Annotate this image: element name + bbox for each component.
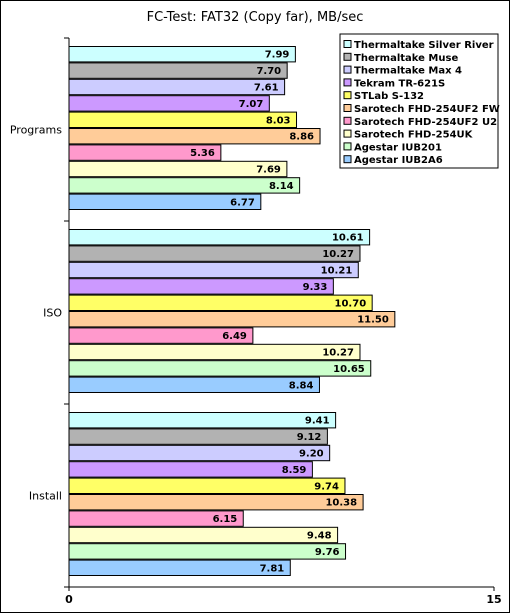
bar [68, 311, 396, 328]
bar [68, 343, 361, 361]
bar-value-label: 8.86 [289, 132, 314, 143]
bar [68, 526, 339, 544]
bar-value-label: 10.27 [322, 249, 354, 260]
bar-value-label: 9.20 [299, 449, 324, 460]
legend-label: STLab S-132 [354, 91, 424, 102]
bars: 7.99 7.70 7.61 7.078.03 8.86 5.36 7.69 8.14 6.77… [68, 46, 396, 576]
bar [68, 245, 361, 262]
bar-value-label: 6.49 [222, 331, 247, 342]
bar [68, 412, 337, 429]
bar-value-label: 9.41 [305, 416, 330, 427]
legend: Thermaltake Silver River Thermaltake Muse… [339, 33, 500, 169]
bar-value-label: 6.15 [213, 514, 238, 525]
legend-swatch [343, 52, 352, 61]
legend-box [339, 33, 499, 169]
legend-label: Thermaltake Muse [354, 53, 458, 64]
bar-value-label: 5.36 [190, 148, 215, 159]
bar-value-label: 9.33 [303, 282, 328, 293]
legend-swatch [343, 40, 352, 48]
legend-swatch [343, 129, 352, 138]
bar [68, 278, 334, 295]
bar [68, 360, 372, 377]
bar [68, 461, 313, 478]
bar-value-label: 10.61 [332, 233, 364, 244]
legend-swatch [343, 116, 352, 125]
bar [68, 559, 291, 576]
x-tick-label: 15 [486, 593, 501, 606]
bar-value-label: 10.70 [335, 298, 367, 309]
legend-label: Thermaltake Silver River [354, 40, 494, 51]
bar [68, 444, 331, 462]
legend-swatch [343, 78, 352, 87]
bar [68, 261, 359, 279]
legend-label: Sarotech FHD-254UF2 U2 [354, 117, 497, 128]
legend-label: Sarotech FHD-254UF2 FW [354, 104, 500, 115]
bar [68, 177, 301, 194]
bar [68, 494, 364, 511]
bar-value-label: 9.74 [314, 481, 339, 492]
x-tick-label: 0 [65, 593, 73, 606]
bar-value-label: 10.27 [322, 348, 354, 359]
bar [68, 376, 320, 394]
bar [68, 78, 286, 96]
bar-value-label: 7.69 [256, 165, 281, 176]
legend-swatch [343, 91, 352, 100]
bar-value-label: 9.12 [297, 432, 322, 443]
bar-value-label: 8.84 [289, 380, 314, 391]
bar [68, 46, 296, 63]
category-label: ISO [43, 307, 62, 320]
bar-value-label: 10.65 [333, 364, 365, 375]
bar-value-label: 7.70 [256, 66, 281, 77]
bar [68, 62, 288, 79]
bar [68, 229, 371, 246]
bar [68, 477, 346, 495]
legend-swatch [343, 104, 352, 112]
axes: Programs ISO Install 0 15 [10, 37, 502, 606]
bar-value-label: 7.99 [265, 50, 290, 61]
bar-value-label: 8.03 [266, 115, 291, 126]
legend-label: Tekram TR-621S [354, 78, 445, 89]
bar [68, 128, 321, 145]
bar [68, 543, 347, 560]
bar-value-label: 9.48 [307, 531, 332, 542]
bar [68, 294, 373, 312]
legend-label: Thermaltake Max 4 [354, 66, 462, 77]
bar-value-label: 7.61 [254, 83, 279, 94]
bar-value-label: 11.50 [357, 315, 389, 326]
bar-value-label: 10.38 [325, 498, 357, 509]
chart-title: FC-Test: FAT32 (Copy far), MB/sec [147, 10, 364, 25]
bar-value-label: 10.21 [321, 266, 353, 277]
bar [68, 111, 298, 128]
bar-value-label: 9.76 [315, 547, 340, 558]
bar-value-label: 8.14 [269, 181, 294, 192]
legend-label: Sarotech FHD-254UK [354, 130, 474, 141]
bar [68, 160, 288, 178]
bar-value-label: 7.81 [260, 563, 285, 574]
legend-swatch [343, 65, 352, 74]
legend-label: Agestar IUB201 [354, 142, 442, 153]
category-label: Install [29, 490, 62, 503]
bar-value-label: 6.77 [230, 197, 255, 208]
legend-label: Agestar IUB2A6 [354, 155, 443, 166]
category-label: Programs [10, 124, 62, 137]
bar-value-label: 8.59 [282, 465, 307, 476]
bar-value-label: 7.07 [239, 99, 264, 110]
bar [68, 428, 328, 445]
legend-swatch [343, 142, 352, 151]
legend-swatch [343, 155, 352, 164]
